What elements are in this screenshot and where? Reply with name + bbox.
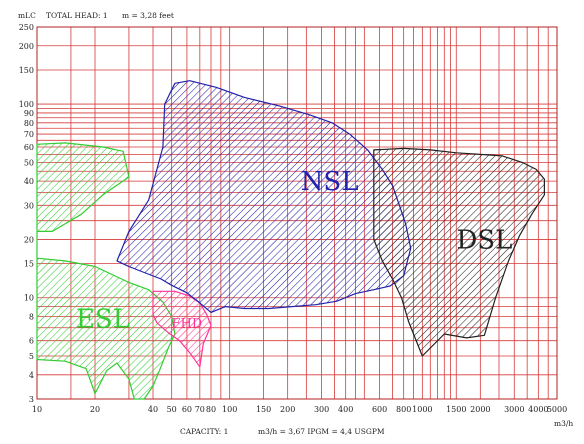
y-tick-label: 70 <box>24 130 34 139</box>
x-tick-label: 150 <box>256 405 271 414</box>
x-tick-label: 1500 <box>446 405 466 414</box>
y-unit-label: mLC <box>18 11 36 20</box>
capacity-conversion-label: m3/h = 3,67 IPGM = 4,4 USGPM <box>258 427 385 436</box>
x-tick-label: 5000 <box>547 405 567 414</box>
head-conversion-label: m = 3,28 feet <box>122 11 174 20</box>
series-area-nsl <box>116 80 412 313</box>
y-tick-label: 4 <box>29 371 34 380</box>
y-tick-label: 6 <box>29 337 34 346</box>
y-tick-label: 5 <box>29 352 34 361</box>
y-tick-label: 90 <box>24 109 34 118</box>
x-tick-label: 4000 <box>528 405 548 414</box>
x-tick-label: 300 <box>314 405 329 414</box>
series-label-nsl: NSL <box>301 167 359 197</box>
capacity-label: CAPACITY: 1 <box>180 427 228 436</box>
x-tick-label: 400 <box>338 405 353 414</box>
series-label-esl: ESL <box>76 305 130 335</box>
x-tick-label: 600 <box>372 405 387 414</box>
x-tick-label: 60 <box>182 405 192 414</box>
x-tick-label: 200 <box>280 405 295 414</box>
x-tick-label: 70 <box>195 405 205 414</box>
x-unit-label: m3/h <box>554 419 573 428</box>
y-tick-label: 60 <box>24 143 34 152</box>
tick-labels: 10 20 40 50 60 70 80 100 150 200 300 400 600 800 1000 1… <box>19 23 567 414</box>
x-tick-label: 100 <box>222 405 237 414</box>
y-tick-label: 30 <box>24 201 34 210</box>
x-tick-label: 80 <box>206 405 216 414</box>
series-label-dsl: DSL <box>456 225 512 255</box>
y-tick-label: 100 <box>19 100 34 109</box>
x-tick-label: 10 <box>32 405 42 414</box>
y-tick-label: 50 <box>24 158 34 167</box>
y-tick-label: 10 <box>24 294 34 303</box>
series-area-dsl <box>373 147 546 357</box>
series-labels: ESL FHD NSL DSL <box>76 167 512 335</box>
y-tick-label: 150 <box>19 66 34 75</box>
y-tick-label: 20 <box>24 235 34 244</box>
x-tick-label: 2000 <box>470 405 490 414</box>
y-tick-label: 15 <box>24 260 34 269</box>
series-areas <box>36 80 546 400</box>
x-tick-label: 3000 <box>504 405 524 414</box>
series-label-fhd: FHD <box>172 317 203 332</box>
y-tick-label: 40 <box>24 177 34 186</box>
y-tick-label: 200 <box>19 42 34 51</box>
x-tick-label: 800 <box>396 405 411 414</box>
x-tick-label: 40 <box>148 405 158 414</box>
y-tick-label: 80 <box>24 119 34 128</box>
x-tick-label: 20 <box>90 405 100 414</box>
series-area-fhd <box>152 290 212 368</box>
x-tick-label: 1000 <box>412 405 432 414</box>
x-tick-label: 50 <box>167 405 177 414</box>
y-tick-label: 3 <box>29 395 34 404</box>
y-tick-label: 250 <box>19 23 34 32</box>
total-head-label: TOTAL HEAD: 1 <box>46 11 108 20</box>
y-tick-label: 8 <box>29 313 34 322</box>
